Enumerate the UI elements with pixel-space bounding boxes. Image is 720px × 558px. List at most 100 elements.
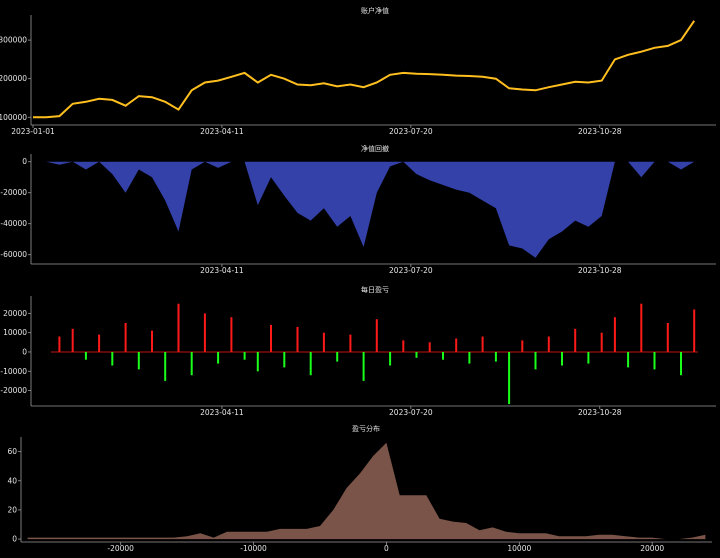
drawdown-y-tick-label: -60000 [0,250,27,259]
pnl-distribution-x-tick-label: 20000 [640,544,664,553]
daily-pnl-y-tick-label: 10000 [3,328,27,337]
drawdown-y-tick-label: 0 [22,157,27,166]
pnl-distribution-x-tick-label: -20000 [107,544,134,553]
daily-pnl-bar [190,352,193,376]
daily-pnl-bar [256,352,259,372]
daily-pnl-bar [151,330,153,352]
daily-pnl-bar [455,338,458,352]
daily-pnl-bar [362,352,365,381]
daily-pnl-bar [203,313,206,352]
drawdown-title: 净值回撤 [361,144,389,153]
pnl-distribution-title: 盈亏分布 [352,424,380,433]
pnl-distribution-y-tick-label: 60 [7,447,17,456]
panel-pnl-distribution: 盈亏分布 0 20 40 60 -20000 -10000 0 10000 20000 [7,424,712,553]
equity-x-ticks: 2023-01-01 2023-04-11 2023-07-20 2023-10-28 [11,125,622,136]
pnl-distribution-y-tick-label: 20 [7,505,17,514]
daily-pnl-x-tick-label: 2023-10-28 [578,408,622,417]
daily-pnl-bar [666,323,669,352]
pnl-distribution-y-tick-label: 0 [12,535,17,544]
daily-pnl-bar [137,352,140,370]
pnl-distribution-y-tick-label: 40 [7,476,17,485]
daily-pnl-y-tick-label: 20000 [3,309,27,318]
daily-pnl-bar [521,340,524,352]
daily-pnl-bar [600,332,603,352]
daily-pnl-bar [428,342,431,352]
daily-pnl-title: 每日盈亏 [361,285,389,294]
daily-pnl-bar [494,352,497,362]
equity-x-tick-label: 2023-01-01 [11,127,55,136]
drawdown-x-tick-label: 2023-07-20 [389,266,433,275]
daily-pnl-x-ticks: 2023-04-11 2023-07-20 2023-10-28 [200,406,622,417]
daily-pnl-y-tick-label: -20000 [0,386,27,395]
pnl-distribution-y-ticks: 0 20 40 60 [7,447,21,544]
daily-pnl-bar [627,352,630,368]
daily-pnl-y-ticks: 20000 10000 0 -10000 -20000 [0,309,31,395]
equity-x-tick-label: 2023-10-28 [578,127,622,136]
drawdown-y-tick-label: -40000 [0,219,27,228]
daily-pnl-bar [296,326,299,352]
daily-pnl-bar [508,352,511,405]
daily-pnl-bar [653,352,656,370]
daily-pnl-x-tick-label: 2023-04-11 [200,408,244,417]
equity-y-ticks: 100000 200000 300000 [0,36,31,122]
daily-pnl-bar [124,323,127,352]
daily-pnl-bar [574,328,577,352]
equity-x-tick-label: 2023-07-20 [389,127,433,136]
daily-pnl-bar [402,340,405,352]
daily-pnl-bar [71,328,74,352]
daily-pnl-bar [534,352,537,370]
daily-pnl-bar [98,334,101,352]
pnl-distribution-x-tick-label: -10000 [240,544,267,553]
equity-series-line [33,20,696,119]
daily-pnl-bar [217,352,220,364]
daily-pnl-bar [613,317,616,352]
pnl-distribution-x-tick-label: 10000 [507,544,531,553]
daily-pnl-bar [58,336,61,352]
daily-pnl-bar [587,352,590,364]
daily-pnl-y-tick-label: -10000 [0,367,27,376]
daily-pnl-bar [164,352,167,381]
daily-pnl-bar [375,319,378,352]
daily-pnl-bar [243,352,246,360]
daily-pnl-bar [561,352,563,366]
daily-pnl-bar [270,324,272,352]
drawdown-y-ticks: 0 -20000 -40000 -60000 [0,157,31,259]
daily-pnl-bar [680,352,682,376]
daily-pnl-bar [442,352,444,360]
drawdown-series-area [33,161,695,258]
daily-pnl-bar [111,352,114,366]
equity-x-tick-label: 2023-04-11 [200,127,244,136]
daily-pnl-bar [481,336,484,352]
daily-pnl-bar [693,309,696,352]
equity-y-tick-label: 200000 [0,74,27,83]
drawdown-x-tick-label: 2023-04-11 [200,266,244,275]
drawdown-x-tick-label: 2023-10-28 [578,266,622,275]
daily-pnl-bar [84,352,87,360]
daily-pnl-bar [389,352,392,366]
daily-pnl-bar [468,352,471,364]
daily-pnl-x-tick-label: 2023-07-20 [389,408,433,417]
pnl-distribution-area [27,442,706,540]
drawdown-x-ticks: 2023-04-11 2023-07-20 2023-10-28 [200,264,622,275]
daily-pnl-bar [336,352,339,362]
pnl-distribution-x-ticks: -20000 -10000 0 10000 20000 [107,542,664,553]
equity-title: 账户净值 [361,6,389,15]
daily-pnl-bars [58,303,696,405]
daily-pnl-bar [309,352,312,376]
daily-pnl-bar [322,332,325,352]
daily-pnl-bar [283,352,286,368]
daily-pnl-bar [415,352,418,358]
daily-pnl-y-tick-label: 0 [22,347,27,356]
daily-pnl-bar [177,303,180,352]
daily-pnl-bar [349,334,352,352]
daily-pnl-bar [640,303,643,352]
equity-y-tick-label: 300000 [0,36,27,45]
pnl-distribution-x-tick-label: 0 [384,544,389,553]
equity-y-tick-label: 100000 [0,113,27,122]
daily-pnl-bar [230,317,233,352]
drawdown-y-tick-label: -20000 [0,188,27,197]
